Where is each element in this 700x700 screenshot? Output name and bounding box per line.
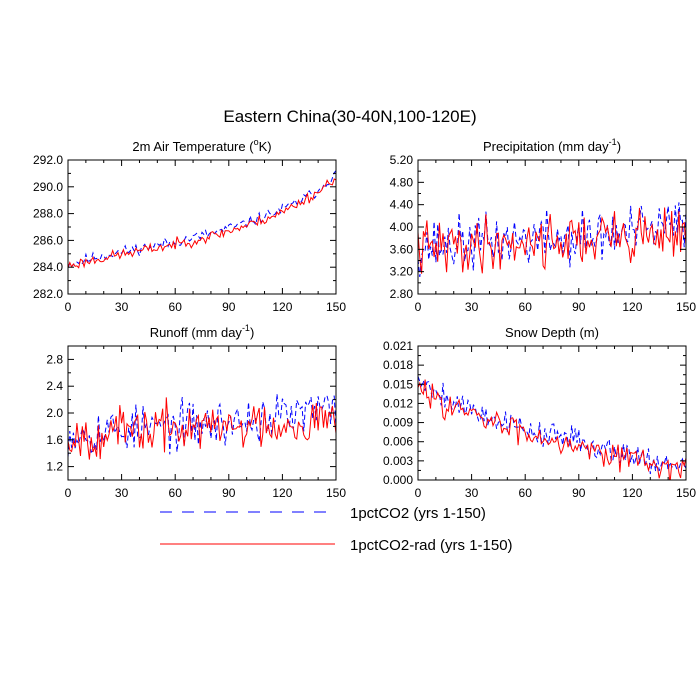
x-tick-label: 90: [222, 300, 236, 314]
series-1pctCO2-rad-line: [68, 397, 336, 460]
series-group: [68, 393, 336, 460]
x-tick-label: 60: [519, 486, 533, 500]
y-tick-label: 0.006: [383, 435, 413, 449]
x-tick-label: 60: [169, 300, 183, 314]
y-tick-label: 282.0: [33, 287, 63, 301]
y-tick-label: 290.0: [33, 180, 63, 194]
y-tick-label: 288.0: [33, 207, 63, 221]
legend-label-2: 1pctCO2-rad (yrs 1-150): [350, 537, 513, 554]
x-tick-label: 90: [572, 486, 586, 500]
x-tick-label: 30: [115, 300, 129, 314]
x-tick-label: 90: [572, 300, 586, 314]
x-tick-label: 150: [676, 300, 696, 314]
x-tick-label: 120: [622, 486, 642, 500]
panel-title-part: Snow Depth (m): [505, 325, 599, 340]
y-tick-label: 4.40: [390, 198, 414, 212]
y-tick-label: 1.2: [46, 460, 63, 474]
series-1pctCO2-line: [68, 393, 336, 458]
series-group: [68, 170, 336, 269]
x-tick-label: 150: [326, 486, 346, 500]
panel-title-part: o: [254, 137, 259, 147]
panel-title-part: ): [617, 139, 621, 154]
x-tick-label: 120: [622, 300, 642, 314]
panel-4: Snow Depth (m) 0 30 60 90 120 150 0.000 0.003 0.0…: [383, 325, 696, 500]
panel-title-part: Runoff (mm day: [150, 325, 243, 340]
x-tick-label: 150: [676, 486, 696, 500]
y-tick-label: 2.8: [46, 352, 63, 366]
y-tick-label: 3.60: [390, 242, 414, 256]
panel-title-part: K): [259, 139, 272, 154]
series-1pctCO2-line: [68, 170, 336, 269]
x-tick-label: 0: [415, 300, 422, 314]
x-tick-label: 90: [222, 486, 236, 500]
x-tick-label: 60: [519, 300, 533, 314]
legend: 1pctCO2 (yrs 1-150) 1pctCO2-rad (yrs 1-1…: [160, 505, 513, 554]
x-tick-label: 120: [272, 300, 292, 314]
x-tick-label: 150: [326, 300, 346, 314]
panel-frame: [417, 345, 687, 481]
y-tick-label: 2.80: [390, 287, 414, 301]
y-tick-label: 4.80: [390, 175, 414, 189]
figure-title: Eastern China(30-40N,100-120E): [223, 107, 476, 126]
y-tick-label: 0.009: [383, 416, 413, 430]
panel-title: Precipitation (mm day-1): [483, 137, 621, 154]
y-tick-label: 0.018: [383, 358, 413, 372]
panel-title-part: 2m Air Temperature (: [132, 139, 254, 154]
y-tick-label: 4.00: [390, 220, 414, 234]
panel-title-part: -1: [609, 137, 617, 147]
x-tick-label: 30: [465, 300, 479, 314]
y-tick-label: 2.4: [46, 379, 63, 393]
y-tick-label: 1.6: [46, 433, 63, 447]
y-tick-label: 286.0: [33, 233, 63, 247]
x-tick-label: 120: [272, 486, 292, 500]
y-tick-label: 284.0: [33, 260, 63, 274]
x-tick-label: 30: [465, 486, 479, 500]
panel-3: Runoff (mm day-1) 0 30 60 90 120 150 1.2 1.6 2.0 2…: [46, 323, 346, 500]
series-1pctCO2-line: [418, 376, 686, 475]
x-tick-label: 60: [169, 486, 183, 500]
panel-title: 2m Air Temperature (oK): [132, 137, 271, 154]
y-tick-label: 0.000: [383, 473, 413, 487]
panels: 2m Air Temperature (oK) 0 30 60 90 120 150 282.…: [33, 137, 696, 500]
x-tick-label: 0: [65, 300, 72, 314]
series-1pctCO2-rad-line: [418, 207, 686, 274]
panel-title-part: ): [250, 325, 254, 340]
panel-title-part: -1: [242, 323, 250, 333]
panel-title-part: Precipitation (mm day: [483, 139, 609, 154]
x-tick-label: 0: [415, 486, 422, 500]
series-group: [418, 376, 686, 480]
panel-1: 2m Air Temperature (oK) 0 30 60 90 120 150 282.…: [33, 137, 346, 314]
x-tick-label: 0: [65, 486, 72, 500]
panel-2: Precipitation (mm day-1) 0 30 60 90 120 150 2.8…: [390, 137, 697, 314]
y-tick-label: 3.20: [390, 265, 414, 279]
y-tick-label: 0.021: [383, 339, 413, 353]
series-1pctCO2-rad-line: [418, 379, 686, 480]
y-tick-label: 0.012: [383, 396, 413, 410]
y-tick-label: 2.0: [46, 406, 63, 420]
series-group: [418, 202, 686, 277]
y-tick-label: 5.20: [390, 153, 414, 167]
x-tick-label: 30: [115, 486, 129, 500]
legend-label-1: 1pctCO2 (yrs 1-150): [350, 505, 486, 522]
y-tick-label: 0.003: [383, 454, 413, 468]
panel-title: Runoff (mm day-1): [150, 323, 255, 340]
panel-frame: [67, 159, 337, 295]
series-1pctCO2-rad-line: [68, 178, 336, 269]
y-tick-label: 0.015: [383, 377, 413, 391]
panel-title: Snow Depth (m): [505, 325, 599, 340]
series-1pctCO2-line: [418, 202, 686, 277]
y-tick-label: 292.0: [33, 153, 63, 167]
